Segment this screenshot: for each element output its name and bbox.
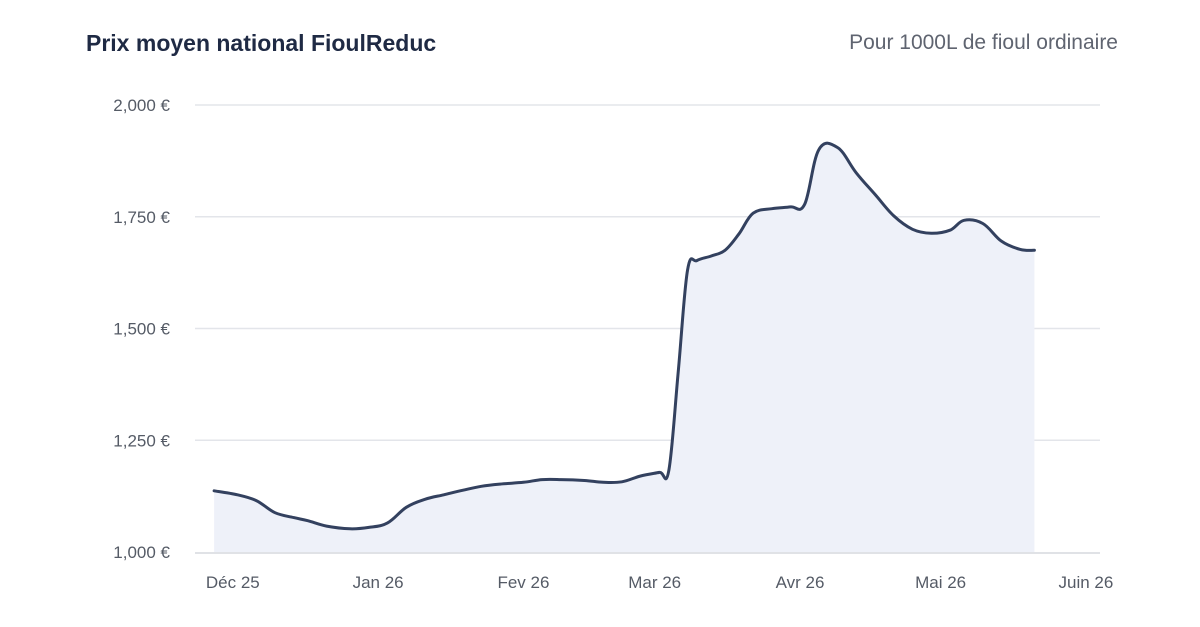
x-tick-label: Fev 26 bbox=[497, 573, 549, 592]
chart-subtitle: Pour 1000L de fioul ordinaire bbox=[849, 31, 1118, 54]
y-tick-label: 1,750 € bbox=[113, 208, 170, 227]
x-tick-label: Déc 25 bbox=[206, 573, 260, 592]
x-tick-label: Mai 26 bbox=[915, 573, 966, 592]
x-tick-label: Avr 26 bbox=[776, 573, 825, 592]
x-tick-label: Mar 26 bbox=[628, 573, 681, 592]
y-tick-label: 1,250 € bbox=[113, 431, 170, 450]
y-axis-labels: 1,000 € 1,250 € 1,500 € 1,750 € 2,000 € bbox=[113, 96, 170, 562]
y-tick-label: 1,000 € bbox=[113, 543, 170, 562]
x-axis-labels: Déc 25 Jan 26 Fev 26 Mar 26 Avr 26 Mai 26 Juin… bbox=[206, 573, 1113, 592]
y-tick-label: 1,500 € bbox=[113, 320, 170, 339]
chart-title: Prix moyen national FioulReduc bbox=[86, 30, 437, 56]
y-tick-label: 2,000 € bbox=[113, 96, 170, 115]
x-tick-label: Juin 26 bbox=[1059, 573, 1114, 592]
price-area-fill bbox=[214, 143, 1035, 553]
x-tick-label: Jan 26 bbox=[353, 573, 404, 592]
price-line bbox=[212, 141, 1036, 531]
